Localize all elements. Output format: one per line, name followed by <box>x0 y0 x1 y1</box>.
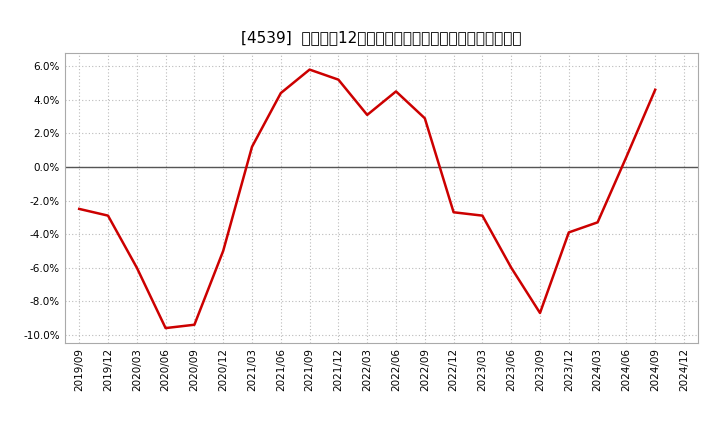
Title: [4539]  売上高の12か月移動合計の対前年同期増減率の推移: [4539] 売上高の12か月移動合計の対前年同期増減率の推移 <box>241 29 522 45</box>
